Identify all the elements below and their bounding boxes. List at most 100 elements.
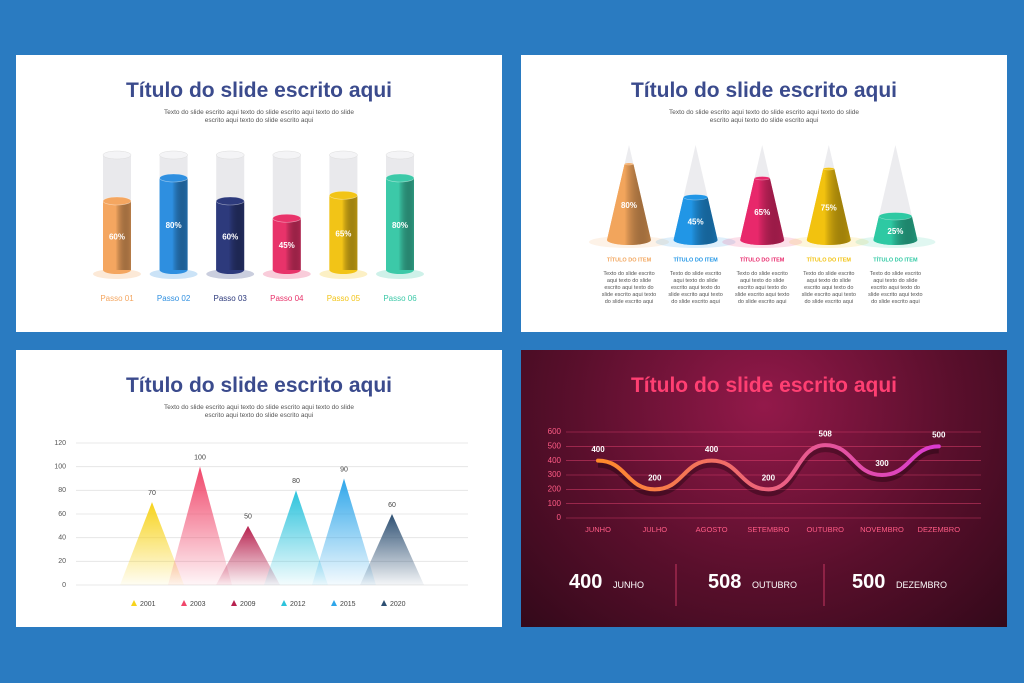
cone-shade	[873, 216, 918, 245]
cylinder-shade	[329, 195, 358, 270]
x-tick-label: NOVEMBRO	[860, 525, 904, 534]
legend-marker	[131, 600, 137, 606]
x-tick-label: JUNHO	[585, 525, 611, 534]
slide-title: Título do slide escrito aqui	[630, 79, 898, 102]
value-label: 300	[875, 459, 889, 468]
y-tick-label: 200	[548, 484, 562, 493]
legend-marker	[231, 600, 237, 606]
triangle	[168, 466, 232, 585]
value-label: 90	[340, 466, 348, 473]
slide-subtitle: Texto do slide escrito aqui texto do sli…	[163, 404, 355, 419]
y-tick-label: 100	[54, 464, 66, 471]
cone-top	[754, 176, 771, 181]
x-tick-label: OUTUBRO	[806, 525, 844, 534]
y-tick-label: 400	[548, 456, 562, 465]
cone-shade	[806, 168, 851, 245]
item-description: Texto do slide escrito aqui texto do sli…	[668, 271, 723, 305]
cylinder-top	[159, 173, 188, 183]
triangle	[264, 490, 328, 585]
category-label: Passo 02	[157, 294, 191, 303]
slide: 80% TÍTULO DO ITEM 45% TÍTULO DO ITEM 65% TÍT…	[521, 55, 1007, 332]
value-label: 80%	[621, 201, 637, 210]
cone-top	[823, 167, 835, 171]
y-tick-label: 600	[548, 427, 562, 436]
cylinder-top	[329, 190, 358, 200]
slide-title: Título do slide escrito aqui	[125, 79, 393, 102]
category-label: Passo 01	[100, 294, 134, 303]
value-label: 60%	[109, 233, 125, 242]
value-label: 200	[762, 473, 776, 482]
value-label: 500	[932, 430, 946, 439]
cylinder-shade	[159, 178, 188, 270]
slide: 0 100 200 300 400 500 600 400 JUNHO 200 JULHO 400 AG…	[521, 350, 1007, 627]
slide-subtitle: Texto do slide escrito aqui texto do sli…	[163, 109, 355, 124]
stat-value: 400	[569, 571, 603, 593]
x-tick-label: AGOSTO	[696, 525, 728, 534]
stat-value: 500	[852, 571, 886, 593]
y-tick-label: 300	[548, 470, 562, 479]
glass-top	[215, 150, 245, 160]
legend-label: 2020	[390, 601, 406, 608]
glass-top	[272, 150, 302, 160]
legend-label: 2015	[340, 601, 356, 608]
chart: 0 100 200 300 400 500 600 400 JUNHO 200 JULHO 400 AG…	[548, 427, 981, 606]
value-label: 80	[292, 478, 300, 485]
cylinder-shade	[386, 178, 414, 270]
value-label: 45%	[688, 218, 704, 227]
y-tick-label: 120	[54, 440, 66, 447]
cone-shade	[607, 164, 651, 245]
value-label: 25%	[887, 227, 903, 236]
value-label: 400	[705, 445, 719, 454]
item-description: Texto do slide escrito aqui texto do sli…	[801, 271, 856, 305]
line-shadow	[597, 446, 940, 497]
triangle	[360, 514, 424, 585]
cone-top	[878, 212, 913, 221]
value-label: 45%	[279, 241, 295, 250]
item-title: TÍTULO DO ITEM	[607, 255, 652, 263]
item-description: Texto do slide escrito aqui texto do sli…	[601, 271, 657, 305]
x-tick-label: SETEMBRO	[747, 525, 789, 534]
item-description: Texto do slide escrito aqui texto do sli…	[868, 271, 923, 305]
cone-top	[683, 194, 708, 201]
cone-top	[624, 162, 634, 166]
y-tick-label: 100	[548, 499, 562, 508]
y-tick-label: 0	[62, 582, 66, 589]
category-label: Passo 05	[327, 294, 361, 303]
item-description: Texto do slide escrito aqui texto do sli…	[734, 271, 790, 305]
value-label: 50	[244, 514, 252, 521]
category-label: Passo 06	[383, 294, 417, 303]
value-label: 200	[648, 473, 662, 482]
legend-marker	[181, 600, 187, 606]
line	[596, 443, 941, 492]
value-label: 65%	[754, 208, 770, 217]
chart: 60% Passo 01 80% Passo 02 60% Passo 03 45% Pass…	[93, 150, 424, 303]
slide: 0 20 40 60 80 100 120 70 2001 100 2003 50 2009 80 2012…	[16, 350, 502, 627]
stat-value: 508	[708, 571, 742, 593]
glass-top	[102, 150, 132, 160]
glass-top	[385, 150, 415, 160]
triangle	[312, 478, 376, 585]
value-label: 80%	[166, 221, 182, 230]
x-tick-label: JULHO	[643, 525, 668, 534]
stat-label: JUNHO	[613, 580, 644, 590]
slide: 60% Passo 01 80% Passo 02 60% Passo 03 45% Pass…	[16, 55, 502, 332]
cylinder-shade	[103, 201, 131, 270]
category-label: Passo 04	[270, 294, 304, 303]
cylinder-top	[385, 173, 415, 183]
glass-top	[159, 150, 188, 160]
value-label: 60%	[222, 233, 238, 242]
category-label: Passo 03	[214, 294, 248, 303]
legend-label: 2012	[290, 601, 306, 608]
item-title: TÍTULO DO ITEM	[807, 255, 852, 263]
item-title: TÍTULO DO ITEM	[873, 255, 918, 263]
legend-label: 2009	[240, 601, 256, 608]
cone-shade	[673, 197, 718, 245]
value-label: 400	[591, 445, 605, 454]
item-title: TÍTULO DO ITEM	[673, 255, 718, 263]
y-tick-label: 40	[58, 535, 66, 542]
chart: 0 20 40 60 80 100 120 70 2001 100 2003 50 2009 80 2012…	[54, 440, 468, 608]
cylinder-top	[272, 213, 302, 223]
cylinder-top	[215, 196, 245, 206]
glass-top	[329, 150, 358, 160]
